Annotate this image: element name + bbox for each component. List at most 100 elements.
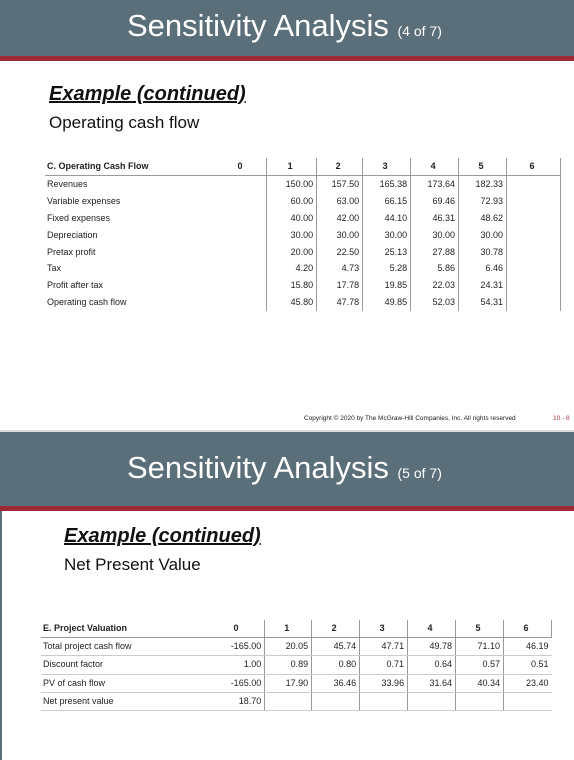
year-header: 6 (503, 620, 553, 639)
cell-value: 47.71 (359, 637, 409, 657)
table-row: Discount factor 1.00 0.89 0.80 0.71 0.64 0.57 0… (41, 655, 552, 675)
cell-value (264, 692, 313, 712)
cell-value: 4.73 (316, 260, 364, 278)
example-subtext: Operating cash flow (49, 113, 200, 132)
table-row: Profit after tax 15.80 17.78 19.85 22.03 24.3… (45, 277, 561, 295)
table-row: Fixed expenses 40.00 42.00 44.10 46.31 48.62 (45, 209, 561, 227)
table-row: Depreciation 30.00 30.00 30.00 30.00 30.00 (45, 226, 561, 244)
table-header-label: E. Project Valuation (41, 620, 211, 639)
slide-title: Sensitivity Analysis (5 of 7) (127, 450, 442, 486)
slide-separator (0, 430, 574, 432)
cell-value (506, 260, 561, 278)
cell-value (216, 243, 268, 261)
cell-value (506, 226, 561, 244)
cell-value: 182.33 (458, 175, 508, 193)
cell-value: 0.71 (359, 655, 409, 675)
year-header: 2 (311, 620, 361, 639)
cell-value (216, 260, 268, 278)
cell-value: 47.78 (316, 294, 364, 312)
cell-value (216, 294, 268, 312)
cell-value: 22.03 (410, 277, 460, 295)
cell-value (506, 277, 561, 295)
cell-value: 30.78 (458, 243, 508, 261)
cell-value: 30.00 (316, 226, 364, 244)
cell-value: 31.64 (407, 674, 457, 693)
table-row: Operating cash flow 45.80 47.78 49.85 52.03 5… (45, 294, 561, 312)
year-header: 3 (362, 158, 412, 176)
cell-value (311, 692, 361, 712)
row-label: Tax (47, 263, 62, 274)
table-header-row: E. Project Valuation 0 1 2 3 4 5 6 (41, 620, 553, 639)
cell-value: 157.50 (316, 175, 364, 193)
row-label: Variable expenses (47, 195, 121, 206)
year-header: 0 (210, 620, 266, 639)
year-header: 5 (458, 158, 508, 176)
year-header: 6 (506, 158, 561, 176)
cell-value: 17.78 (316, 277, 364, 295)
cell-value: 46.19 (503, 637, 552, 657)
cell-value: 27.88 (410, 243, 460, 261)
example-subheading: Example (continued) (64, 525, 261, 547)
cell-value: 49.85 (362, 294, 412, 312)
row-label: Fixed expenses (47, 212, 111, 223)
cell-value: 5.28 (362, 260, 412, 278)
cell-value (506, 243, 561, 261)
header-left-bar (0, 0, 2, 56)
row-label: Revenues (47, 178, 88, 189)
cell-value (216, 192, 268, 210)
slide-title-count: (5 of 7) (397, 465, 442, 481)
cell-value (506, 294, 561, 312)
year-header: 1 (266, 158, 318, 176)
cell-value: 23.40 (503, 674, 552, 693)
slide-header (0, 432, 574, 506)
header-accent-rule (0, 506, 574, 511)
slide-left-bar (0, 432, 2, 760)
slide-5: Sensitivity Analysis (5 of 7) Example (c… (0, 432, 574, 760)
cell-value: 40.00 (266, 209, 318, 227)
cell-value: 1.00 (210, 655, 266, 675)
cell-value: 63.00 (316, 192, 364, 210)
row-label: Depreciation (47, 229, 98, 240)
page-number: 10 - 8 (553, 415, 570, 422)
cell-value (506, 209, 561, 227)
year-header: 4 (410, 158, 460, 176)
cell-value: 173.64 (410, 175, 460, 193)
cell-value: 45.74 (311, 637, 361, 657)
cell-value (506, 175, 561, 193)
row-label: Net present value (41, 692, 211, 712)
cell-value (216, 277, 268, 295)
row-label: PV of cash flow (41, 674, 211, 693)
year-header: 4 (407, 620, 457, 639)
year-header: 2 (316, 158, 364, 176)
cell-value: 25.13 (362, 243, 412, 261)
cell-value: 0.64 (407, 655, 457, 675)
cell-value: 52.03 (410, 294, 460, 312)
cell-value: 15.80 (266, 277, 318, 295)
cell-value: 6.46 (458, 260, 508, 278)
cell-value: 30.00 (458, 226, 508, 244)
table-row: Revenues 150.00 157.50 165.38 173.64 182.33 (45, 175, 561, 193)
row-label: Profit after tax (47, 280, 104, 291)
cell-value (506, 192, 561, 210)
cell-value: 45.80 (266, 294, 318, 312)
table-row: Total project cash flow -165.00 20.05 45.74… (41, 637, 552, 657)
table-header-row: C. Operating Cash Flow 0 1 2 3 4 5 6 (45, 158, 561, 176)
cell-value: 69.46 (410, 192, 460, 210)
cell-value (216, 226, 268, 244)
cell-value: 42.00 (316, 209, 364, 227)
cell-value: 30.00 (266, 226, 318, 244)
cell-value: 33.96 (359, 674, 409, 693)
project-valuation-table: E. Project Valuation 0 1 2 3 4 5 6 Total project… (41, 620, 553, 712)
example-subtext: Net Present Value (64, 555, 201, 574)
cell-value (216, 209, 268, 227)
cell-value: 71.10 (455, 637, 504, 657)
cell-value: 19.85 (362, 277, 412, 295)
header-accent-rule (0, 56, 574, 61)
row-label: Discount factor (41, 655, 211, 675)
cell-value: 49.78 (407, 637, 457, 657)
cell-value: 36.46 (311, 674, 361, 693)
slide-title: Sensitivity Analysis (4 of 7) (127, 8, 442, 44)
table-row: Tax 4.20 4.73 5.28 5.86 6.46 (45, 260, 561, 278)
cell-value: 0.89 (264, 655, 313, 675)
operating-cash-flow-table: C. Operating Cash Flow 0 1 2 3 4 5 6 Revenues 150… (45, 158, 561, 312)
